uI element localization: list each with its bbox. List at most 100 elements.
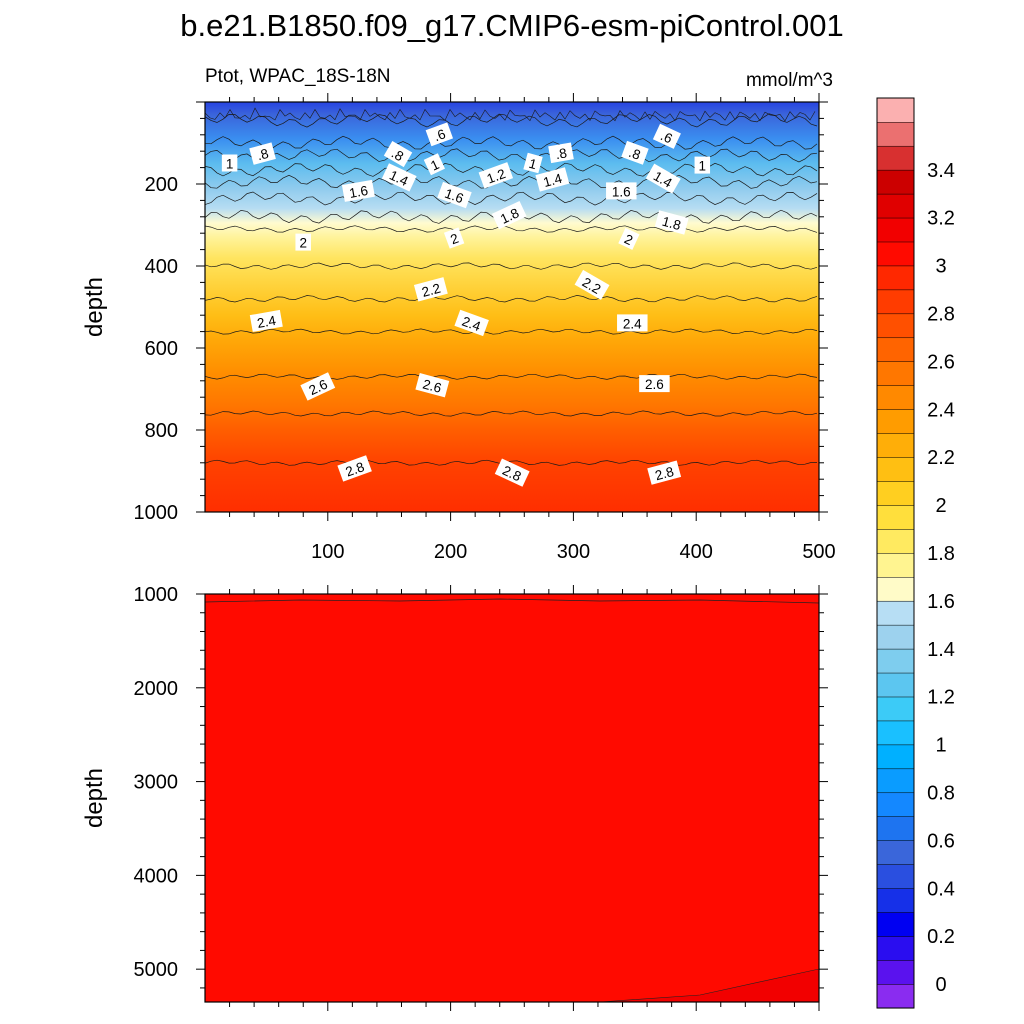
- colorbar-box: [876, 792, 915, 817]
- colorbar-box: [876, 289, 915, 315]
- lower-axis-ticks: 1000 2000 3000 4000 5000: [134, 584, 828, 1011]
- contour-label: 1.2: [478, 162, 514, 189]
- lower-corner-region: [599, 968, 819, 1002]
- colorbar-tick-label: 2.4: [927, 399, 955, 421]
- contour-label-box: [523, 152, 543, 174]
- contour-label-text: 2.6: [307, 377, 330, 399]
- lower-panel: 1000 2000 3000 4000 5000 depth: [81, 584, 828, 1011]
- contour-line: [205, 148, 818, 163]
- contour-label: .8: [383, 140, 413, 168]
- colorbar-box: [876, 840, 915, 865]
- contour-label: 1.6: [606, 182, 637, 200]
- x-tick-label: 500: [802, 541, 835, 563]
- colorbar-box: [876, 600, 915, 626]
- contour-label-text: 2.2: [420, 281, 442, 300]
- colorbar-boxes: [876, 97, 915, 1009]
- contour-label-text: 2.8: [500, 463, 523, 485]
- colorbar-tick-label: 3.2: [927, 208, 955, 230]
- lower-top-contour: [205, 598, 819, 604]
- colorbar-tick-label: 1.2: [927, 687, 955, 709]
- contour-label-text: 1: [226, 157, 234, 172]
- colorbar-box: [876, 552, 915, 578]
- colorbar-box: [876, 983, 915, 1009]
- contour-label: 2: [295, 233, 311, 251]
- contour-label-box: [381, 163, 417, 192]
- colorbar: 0 0.2 0.4 0.6 0.8 1 1.2 1.4 1.6 1.8 2 2.2 2.4 2.6 2.8 3…: [876, 97, 955, 1009]
- contour-label-text: 1.8: [498, 205, 521, 227]
- contour-label-text: 1.6: [443, 186, 466, 207]
- contour-label-box: [249, 142, 276, 165]
- colorbar-box: [876, 313, 915, 339]
- contour-label-text: 1.4: [387, 167, 411, 189]
- contour-label-text: 2.4: [623, 316, 642, 331]
- contour-label-text: 2.6: [421, 377, 443, 396]
- contour-line: [205, 295, 818, 303]
- contour-label-text: 1.4: [542, 171, 564, 190]
- y-tick-label: 400: [145, 256, 178, 278]
- colorbar-box: [876, 576, 915, 602]
- y-tick-label: 5000: [134, 959, 179, 981]
- contour-label: 1.4: [381, 163, 417, 192]
- contour-line: [205, 162, 818, 177]
- colorbar-tick-label: 2.2: [927, 447, 955, 469]
- contour-label: 2.8: [647, 460, 682, 485]
- upper-left-label: Ptot, WPAC_18S-18N: [205, 66, 391, 87]
- contour-label-text: .8: [627, 145, 643, 163]
- colorbar-box: [876, 888, 915, 913]
- contour-label: 1: [423, 153, 446, 176]
- contour-label-text: 1.8: [660, 214, 682, 233]
- contour-label: 2.4: [454, 309, 489, 337]
- upper-plot-frame: [204, 101, 820, 513]
- upper-axis-ticks: 100 200 300 400 500 200 400 600 800 1000: [134, 93, 836, 563]
- contour-label: 1.8: [654, 210, 689, 235]
- contour-label: 2.4: [249, 309, 283, 332]
- colorbar-box: [876, 935, 915, 961]
- colorbar-tick-label: 2.6: [927, 351, 955, 373]
- colorbar-box: [876, 433, 915, 458]
- contour-label-box: [491, 200, 527, 230]
- colorbar-box: [876, 385, 915, 410]
- colorbar-box: [876, 193, 915, 219]
- contour-line: [205, 191, 818, 206]
- contour-label: .8: [249, 142, 276, 165]
- colorbar-box: [876, 265, 915, 291]
- x-tick-label: 100: [311, 541, 344, 563]
- colorbar-tick-label: 3.4: [927, 160, 955, 182]
- contour-label-box: [639, 375, 670, 393]
- lower-contour-lines: [205, 598, 819, 1002]
- colorbar-tick-label: 1: [935, 735, 946, 757]
- contour-label: 2.4: [617, 314, 648, 332]
- contour-label-text: 1.2: [485, 166, 508, 187]
- contour-label-box: [645, 163, 681, 194]
- contour-line: [205, 135, 818, 150]
- contour-label-box: [415, 373, 450, 398]
- contour-label-text: 2.8: [344, 459, 367, 480]
- contour-label-box: [617, 314, 648, 332]
- y-tick-label: 3000: [134, 772, 179, 794]
- contour-label: 2.6: [639, 375, 670, 393]
- contour-line: [205, 225, 818, 233]
- contour-label-box: [249, 309, 283, 332]
- contour-line: [205, 459, 818, 466]
- colorbar-box: [876, 648, 915, 674]
- contour-label-text: .8: [255, 146, 270, 163]
- contour-label-text: .6: [432, 126, 448, 144]
- colorbar-box: [876, 169, 915, 195]
- contour-label-box: [548, 142, 574, 164]
- colorbar-box: [876, 241, 915, 267]
- contour-label-box: [443, 227, 465, 249]
- contour-label-text: 2.8: [653, 464, 675, 483]
- colorbar-tick-label: 0.2: [927, 926, 955, 948]
- colorbar-box: [876, 361, 915, 386]
- contour-label: 2.6: [415, 373, 450, 398]
- contour-label-box: [413, 277, 448, 302]
- contour-label: .8: [548, 142, 574, 164]
- contour-label-box: [618, 227, 640, 250]
- upper-panel: Ptot, WPAC_18S-18N mmol/m^3 .6 .6 .8 .8 .8 .8…: [81, 66, 836, 563]
- colorbar-box: [876, 528, 915, 554]
- y-tick-label: 2000: [134, 678, 179, 700]
- colorbar-tick-label: 1.6: [927, 591, 955, 613]
- contour-label-box: [423, 153, 446, 176]
- contour-label-box: [337, 455, 372, 482]
- contour-label-box: [535, 167, 570, 192]
